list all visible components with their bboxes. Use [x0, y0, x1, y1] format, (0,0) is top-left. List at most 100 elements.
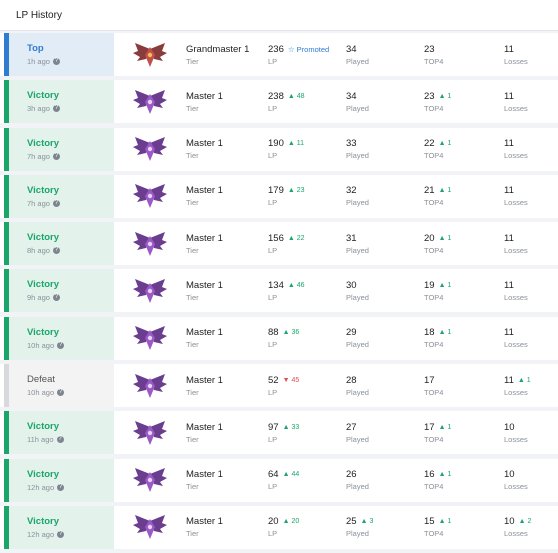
history-row[interactable]: Victory 7h ago ? Master 1 Tier 190 ▲ 11 L… — [0, 127, 558, 171]
tier-cell: Master 1 Tier — [186, 459, 268, 502]
losses-value: 11 — [504, 185, 514, 197]
result-cell: Victory 12h ago ? — [4, 458, 114, 502]
played-value: 33 — [346, 138, 357, 150]
played-value: 25 — [346, 516, 357, 528]
lp-label: LP — [268, 434, 278, 444]
played-cell: 33 Played — [346, 128, 424, 171]
time-ago-text: 1h ago — [27, 57, 50, 66]
lp-change: ▲ 33 — [282, 423, 300, 431]
time-ago-text: 9h ago — [27, 293, 50, 303]
top4-change: ▲ 1 — [438, 234, 452, 242]
history-row[interactable]: Victory 10h ago ? Master 1 Tier 88 ▲ 36 L… — [0, 316, 558, 360]
played-label: Played — [346, 103, 369, 113]
page-title: LP History — [16, 9, 62, 21]
help-icon[interactable]: ? — [52, 294, 60, 302]
time-ago: 11h ago ? — [27, 435, 114, 444]
history-row[interactable]: Victory 7h ago ? Master 1 Tier 179 ▲ 23 L… — [0, 174, 558, 218]
lp-cell: 238 ▲ 48 LP — [268, 80, 346, 123]
lp-label: LP — [268, 482, 278, 492]
help-icon[interactable]: ? — [52, 247, 60, 255]
lp-change: ▲ 46 — [287, 281, 305, 289]
losses-value: 11 — [504, 279, 514, 291]
top4-cell: 23 ▲ 1 TOP4 — [424, 80, 504, 123]
time-ago: 12h ago ? — [27, 483, 114, 492]
help-icon[interactable]: ? — [52, 152, 60, 160]
tier-label: Tier — [186, 292, 199, 302]
help-icon[interactable]: ? — [57, 483, 65, 491]
played-label: Played — [346, 387, 369, 397]
top4-change: ▲ 1 — [438, 140, 452, 148]
history-row[interactable]: Victory 12h ago ? Master 1 Tier 20 ▲ 20 L… — [0, 505, 558, 549]
tier-cell: Master 1 Tier — [186, 317, 268, 360]
losses-change: ▲ 1 — [517, 376, 531, 384]
time-ago: 3h ago ? — [27, 104, 114, 113]
lp-change: ▲ 36 — [282, 329, 300, 337]
top4-cell: 22 ▲ 1 TOP4 — [424, 128, 504, 171]
result-cell: Victory 7h ago ? — [4, 127, 114, 171]
history-row[interactable]: Victory 8h ago ? Master 1 Tier 156 ▲ 22 L… — [0, 222, 558, 266]
help-icon[interactable]: ? — [57, 341, 65, 349]
top4-cell: 17 ▲ 1 TOP4 — [424, 411, 504, 454]
top4-cell: 21 ▲ 1 TOP4 — [424, 175, 504, 218]
losses-label: Losses — [504, 482, 528, 492]
lp-change: ▼ 45 — [282, 376, 300, 384]
losses-cell: 11 Losses — [504, 80, 554, 123]
played-cell: 32 Played — [346, 175, 424, 218]
played-label: Played — [346, 151, 369, 161]
played-value: 29 — [346, 327, 357, 339]
help-icon[interactable]: ? — [52, 105, 60, 113]
top4-cell: 23 TOP4 — [424, 33, 504, 76]
result-label: Victory — [27, 515, 60, 527]
master-emblem-icon — [114, 459, 186, 502]
losses-value: 11 — [504, 374, 514, 386]
lp-value: 156 — [268, 232, 284, 244]
result-label: Victory — [27, 90, 60, 102]
played-value: 34 — [346, 43, 357, 55]
master-emblem-icon — [114, 128, 186, 171]
lp-label: LP — [268, 151, 278, 161]
tier-cell: Master 1 Tier — [186, 411, 268, 454]
history-row[interactable]: Top 1h ago ? Grandmaster 1 Tier 236 ☆ Pro… — [0, 33, 558, 76]
history-row[interactable]: Victory 9h ago ? Master 1 Tier 134 ▲ 46 L… — [0, 269, 558, 313]
lp-cell: 236 ☆ Promoted LP — [268, 33, 346, 76]
history-row[interactable]: Victory 11h ago ? Master 1 Tier 97 ▲ 33 L… — [0, 411, 558, 455]
played-label: Played — [346, 56, 369, 66]
history-row[interactable]: Defeat 10h ago ? Master 1 Tier 52 ▼ 45 LP… — [0, 364, 558, 408]
tier-value: Master 1 — [186, 138, 223, 150]
lp-change: ▲ 44 — [282, 471, 300, 479]
played-label: Played — [346, 434, 369, 444]
help-icon[interactable]: ? — [56, 436, 64, 444]
top4-value: 19 — [424, 279, 435, 291]
help-icon[interactable]: ? — [57, 389, 65, 397]
lp-value: 179 — [268, 185, 284, 197]
help-icon[interactable]: ? — [52, 58, 60, 65]
played-label: Played — [346, 245, 369, 255]
result-label: Victory — [27, 232, 60, 244]
history-row[interactable]: Victory 3h ago ? Master 1 Tier 238 ▲ 48 L… — [0, 80, 558, 124]
time-ago-text: 3h ago — [27, 104, 50, 114]
losses-label: Losses — [504, 340, 528, 350]
history-row[interactable]: Victory 12h ago ? Master 1 Tier 64 ▲ 44 L… — [0, 458, 558, 502]
help-icon[interactable]: ? — [52, 199, 60, 207]
lp-history-header: LP History — [0, 0, 558, 31]
time-ago: 7h ago ? — [27, 152, 114, 161]
master-emblem-icon — [114, 222, 186, 265]
losses-value: 10 — [504, 516, 515, 528]
result-label: Victory — [27, 326, 60, 338]
lp-value: 97 — [268, 421, 279, 433]
top4-change: ▲ 1 — [438, 187, 452, 195]
losses-value: 11 — [504, 90, 514, 102]
tier-label: Tier — [186, 340, 199, 350]
top4-cell: 20 ▲ 1 TOP4 — [424, 222, 504, 265]
losses-cell: 11 ▲ 1 Losses — [504, 364, 554, 407]
lp-label: LP — [268, 56, 278, 66]
top4-change: ▲ 1 — [438, 471, 452, 479]
losses-cell: 11 Losses — [504, 317, 554, 360]
time-ago: 8h ago ? — [27, 246, 114, 255]
time-ago-text: 8h ago — [27, 246, 50, 256]
played-label: Played — [346, 292, 369, 302]
losses-cell: 11 Losses — [504, 175, 554, 218]
time-ago: 10h ago ? — [27, 341, 114, 350]
lp-cell: 156 ▲ 22 LP — [268, 222, 346, 265]
help-icon[interactable]: ? — [57, 530, 65, 538]
